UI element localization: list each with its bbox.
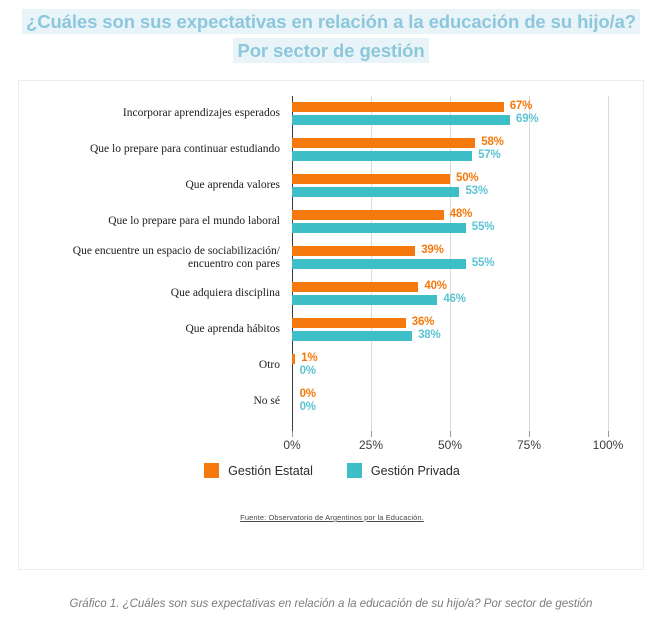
axis-tick bbox=[450, 431, 451, 437]
bar-privada bbox=[292, 187, 460, 197]
bar-group: 67% 69% bbox=[292, 100, 608, 128]
value-label-estatal: 40% bbox=[424, 280, 447, 292]
value-label-estatal: 39% bbox=[421, 244, 444, 256]
value-label-estatal: 67% bbox=[509, 100, 533, 112]
value-label-privada: 69% bbox=[516, 113, 539, 125]
figure-caption: Gráfico 1. ¿Cuáles son sus expectativas … bbox=[69, 598, 593, 610]
bar-estatal bbox=[292, 138, 476, 148]
legend-swatch-icon bbox=[346, 463, 362, 478]
category-label: No sé bbox=[253, 395, 280, 407]
value-label-estatal: 50% bbox=[456, 172, 479, 184]
page-title: ¿Cuáles son sus expectativas en relación… bbox=[0, 0, 662, 66]
axis-tick bbox=[529, 431, 530, 437]
bar-group: 0% 0% bbox=[292, 388, 608, 416]
bar-group: 58% 57% bbox=[292, 136, 608, 164]
value-label-privada: 0% bbox=[299, 365, 316, 377]
axis-tick bbox=[608, 431, 609, 437]
category-label: Otro bbox=[258, 359, 280, 371]
value-label-privada: 57% bbox=[478, 149, 501, 161]
chart-legend: Gestión Estatal Gestión Privada bbox=[19, 463, 645, 478]
value-label-privada: 0% bbox=[299, 401, 316, 413]
category-label: Que encuentre un espacio de sociabilizac… bbox=[72, 244, 280, 270]
bar-group: 36% 38% bbox=[292, 316, 608, 344]
bar-estatal bbox=[292, 318, 406, 328]
gridline bbox=[608, 96, 609, 431]
value-label-estatal: 58% bbox=[481, 136, 504, 148]
chart-card: 67% 69% 58% 57% 50% 53% 48% 55% 39% 55% 40% 46% 36% 3… bbox=[18, 80, 644, 570]
bar-estatal bbox=[292, 210, 444, 220]
value-label-privada: 55% bbox=[471, 257, 495, 269]
x-tick-label: 75% bbox=[516, 438, 542, 452]
legend-item[interactable]: Gestión Estatal bbox=[204, 463, 313, 478]
axis-tick bbox=[292, 431, 293, 437]
category-label: Que aprenda hábitos bbox=[185, 323, 280, 335]
legend-label: Gestión Estatal bbox=[228, 463, 313, 478]
value-label-privada: 53% bbox=[465, 185, 488, 197]
bar-group: 40% 46% bbox=[292, 280, 608, 308]
value-label-estatal: 0% bbox=[299, 388, 316, 400]
category-label: Que adquiera disciplina bbox=[170, 287, 280, 299]
bar-privada bbox=[292, 223, 466, 233]
x-tick-label: 100% bbox=[592, 438, 624, 452]
category-label: Incorporar aprendizajes esperados bbox=[122, 107, 280, 119]
bar-privada bbox=[292, 331, 413, 341]
gridline bbox=[529, 96, 530, 431]
bar-group: 48% 55% bbox=[292, 208, 608, 236]
plot-area: 67% 69% 58% 57% 50% 53% 48% 55% 39% 55% 40% 46% 36% 3… bbox=[292, 96, 609, 437]
category-label: Que aprenda valores bbox=[185, 179, 280, 191]
bar-chart: 67% 69% 58% 57% 50% 53% 48% 55% 39% 55% 40% 46% 36% 3… bbox=[19, 81, 645, 461]
bar-estatal bbox=[292, 102, 504, 112]
x-tick-label: 0% bbox=[283, 438, 301, 452]
bar-privada bbox=[292, 151, 473, 161]
legend-item[interactable]: Gestión Privada bbox=[346, 463, 460, 478]
source-note: Fuente: Observatorio de Argentinos por l… bbox=[240, 513, 424, 522]
bar-group: 39% 55% bbox=[292, 244, 608, 272]
bar-estatal bbox=[292, 174, 450, 184]
bar-estatal bbox=[292, 246, 416, 256]
bar-group: 50% 53% bbox=[292, 172, 608, 200]
bar-privada bbox=[292, 115, 511, 125]
x-tick-label: 25% bbox=[358, 438, 384, 452]
value-label-privada: 46% bbox=[443, 293, 466, 305]
page-title-line-1: ¿Cuáles son sus expectativas en relación… bbox=[0, 8, 662, 37]
bar-privada bbox=[292, 295, 438, 305]
value-label-estatal: 48% bbox=[449, 208, 473, 220]
bar-privada bbox=[292, 259, 466, 269]
axis-tick bbox=[371, 431, 372, 437]
value-label-privada: 38% bbox=[418, 329, 441, 341]
bar-estatal bbox=[292, 354, 296, 364]
legend-label: Gestión Privada bbox=[370, 463, 460, 478]
page-title-line-2: Por sector de gestión bbox=[0, 37, 662, 66]
bar-estatal bbox=[292, 282, 419, 292]
category-label: Que lo prepare para el mundo laboral bbox=[108, 215, 280, 227]
category-label: Que lo prepare para continuar estudiando bbox=[90, 143, 280, 155]
legend-swatch-icon bbox=[204, 463, 220, 478]
value-label-estatal: 1% bbox=[301, 352, 318, 364]
value-label-privada: 55% bbox=[471, 221, 495, 233]
x-tick-label: 50% bbox=[437, 438, 463, 452]
bar-group: 1% 0% bbox=[292, 352, 608, 380]
value-label-estatal: 36% bbox=[411, 316, 435, 328]
